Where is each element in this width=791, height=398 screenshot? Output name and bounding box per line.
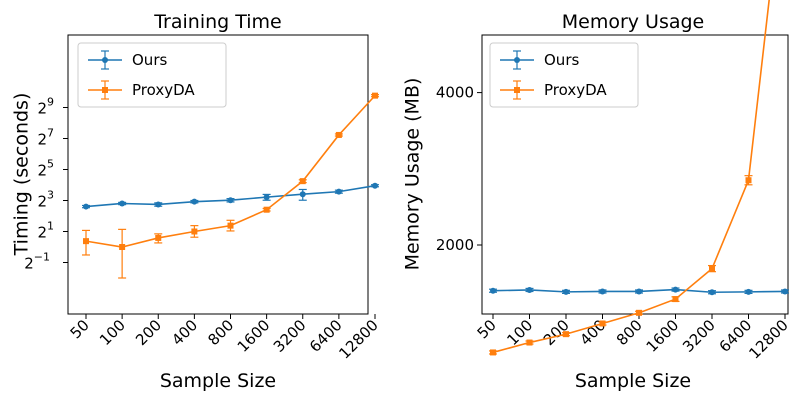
chart-training-time: Training Time Timing (seconds) Sample Si… [11,11,382,392]
data-point [745,288,752,295]
data-point [299,191,306,198]
legend: Ours ProxyDA [77,42,227,108]
data-point [372,92,378,99]
data-point [83,238,89,245]
x-tick-label: 1600 [234,316,274,356]
legend-box [77,42,227,108]
x-tick-label: 50 [67,316,93,342]
series-line-ours [85,184,376,208]
legend-marker [514,57,520,63]
data-point [335,188,342,195]
x-tick-label: 400 [168,316,201,349]
chart-title: Memory Usage [562,11,705,33]
x-axis-label: Sample Size [575,370,691,392]
data-point [372,182,378,189]
data-point [119,244,126,250]
x-tick-label: 3200 [270,316,310,356]
legend-label: Ours [544,51,579,69]
data-point [155,234,162,241]
data-point [745,177,752,184]
y-tick-label: 21 [37,220,54,242]
plot-frame [67,34,369,315]
data-point [263,194,270,201]
y-tick-label: 23 [37,189,54,211]
x-tick-label: 3200 [679,316,719,356]
legend-box [489,42,639,108]
data-point [709,265,715,272]
data-point [526,339,533,346]
data-point [191,198,198,205]
data-point [263,206,270,213]
data-point [490,349,496,356]
legend-marker [102,87,108,93]
y-tick-label: 4000 [436,84,474,102]
legend-label: ProxyDA [132,81,195,99]
x-tick-label: 12800 [745,316,791,362]
y-axis-label: Memory Usage (MB) [402,78,424,271]
data-point [636,288,642,295]
data-point [672,296,679,303]
data-point [119,200,126,207]
data-point [599,288,606,295]
data-point [155,201,162,208]
data-point [191,228,198,235]
chart-title: Training Time [153,11,282,33]
legend-label: ProxyDA [544,81,607,99]
data-point [782,288,788,295]
data-point [227,222,234,229]
data-point [636,309,642,316]
x-tick-label: 12800 [335,316,381,362]
legend-label: Ours [132,51,167,69]
data-point [83,203,89,210]
y-tick-label: 25 [37,158,54,180]
data-point [599,320,606,327]
data-point [563,288,569,295]
data-point [227,197,234,204]
x-tick-label: 800 [204,316,237,349]
legend: Ours ProxyDA [489,42,639,108]
x-axis-label: Sample Size [160,370,276,392]
x-tick-label: 1600 [643,316,683,356]
x-tick-label: 50 [474,316,500,342]
data-point [299,178,306,185]
y-tick-label: 2000 [436,236,474,254]
x-tick-label: 100 [96,316,129,349]
x-tick-label: 800 [613,316,646,349]
data-point [526,286,533,293]
data-point [490,287,496,294]
chart-memory-usage: Memory Usage Memory Usage (MB) Sample Si… [402,0,791,392]
data-point [709,289,715,296]
x-tick-label: 200 [132,316,165,349]
legend-marker [514,87,520,93]
y-tick-label: 29 [37,96,54,118]
legend-marker [102,57,108,63]
data-point [672,286,679,293]
data-point [335,131,342,138]
y-tick-label: 27 [37,127,54,149]
y-tick-label: 2−1 [24,251,50,273]
y-axis-label: Timing (seconds) [11,93,33,257]
data-point [563,331,569,338]
